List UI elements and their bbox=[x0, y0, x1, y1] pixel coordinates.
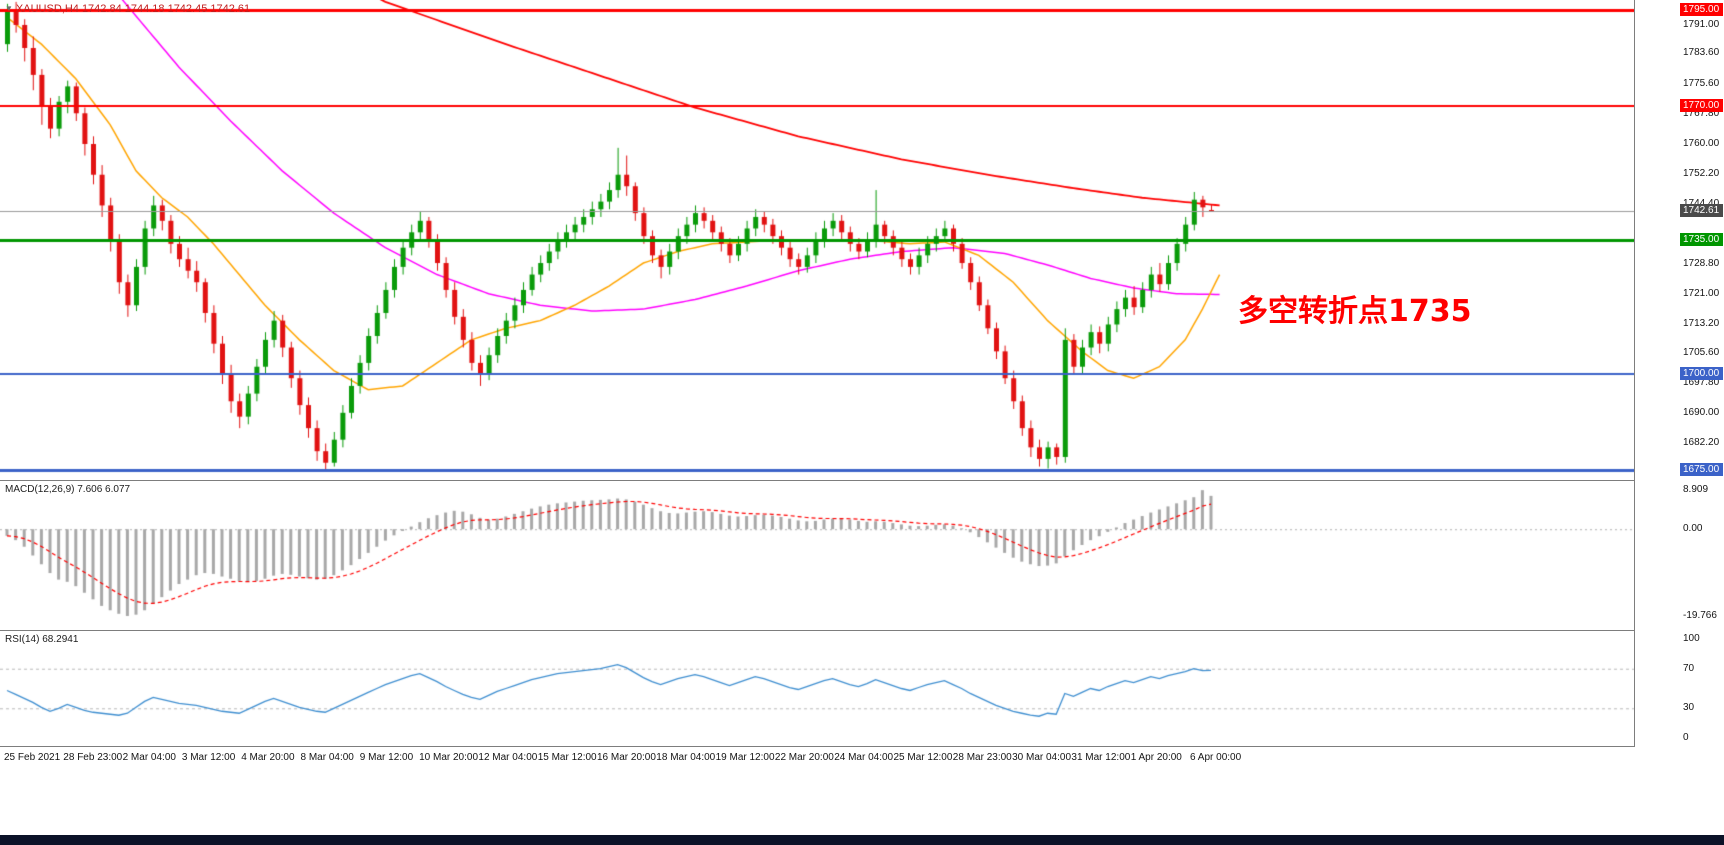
symbol-ohlc-text: XAUUSD,H4 1742.84 1744.18 1742.45 1742.6… bbox=[15, 3, 251, 15]
price-axis-label: 1721.00 bbox=[1683, 287, 1720, 299]
price-axis-label: 1705.60 bbox=[1683, 346, 1720, 358]
price-axis-label: 1752.20 bbox=[1683, 167, 1720, 179]
symbol-ohlc-label: ▼ XAUUSD,H4 1742.84 1744.18 1742.45 1742.… bbox=[5, 3, 250, 15]
time-axis-label: 24 Mar 04:00 bbox=[834, 752, 894, 763]
rsi-axis-label: 70 bbox=[1683, 662, 1695, 674]
macd-axis-label: 8.909 bbox=[1683, 484, 1709, 496]
bottom-whitespace bbox=[0, 769, 1724, 835]
one-click-expand-icon[interactable]: ▼ bbox=[5, 4, 13, 13]
price-axis-label: 1767.80 bbox=[1683, 108, 1720, 120]
time-axis-label: 8 Mar 04:00 bbox=[300, 752, 354, 763]
price-axis-label: 1682.20 bbox=[1683, 436, 1720, 448]
price-axis-label: 1760.00 bbox=[1683, 138, 1720, 149]
price-axis-label: 1690.00 bbox=[1683, 406, 1720, 418]
time-axis-label: 28 Mar 23:00 bbox=[952, 752, 1012, 763]
price-axis-label: 1775.60 bbox=[1683, 78, 1720, 90]
time-axis-label: 2 Mar 04:00 bbox=[122, 752, 176, 763]
price-level-badge: 1675.00 bbox=[1680, 463, 1723, 477]
rsi-axis-label: 30 bbox=[1683, 702, 1695, 714]
macd-label: MACD(12,26,9) 7.606 6.077 bbox=[5, 484, 131, 495]
time-axis-label: 22 Mar 20:00 bbox=[774, 752, 834, 763]
time-axis-label: 16 Mar 20:00 bbox=[597, 752, 656, 763]
macd-axis-label: 0.00 bbox=[1683, 523, 1703, 535]
time-axis-label: 18 Mar 04:00 bbox=[656, 752, 716, 763]
time-axis-label: 19 Mar 12:00 bbox=[715, 752, 775, 763]
main-chart-panel: ▼ XAUUSD,H4 1742.84 1744.18 1742.45 1742.… bbox=[0, 0, 1634, 481]
time-axis-label: 25 Feb 2021 bbox=[4, 752, 61, 763]
time-axis-label: 1 Apr 20:00 bbox=[1130, 752, 1182, 763]
annotation-text: 多空转折点1735 bbox=[1238, 294, 1472, 329]
time-axis-label: 9 Mar 12:00 bbox=[359, 752, 414, 763]
rsi-label: RSI(14) 68.2941 bbox=[5, 634, 79, 645]
time-axis-label: 6 Apr 00:00 bbox=[1190, 752, 1242, 763]
price-axis-label: 1713.20 bbox=[1683, 317, 1720, 329]
macd-axis-label: -19.766 bbox=[1683, 609, 1717, 621]
price-axis-label: 1728.80 bbox=[1683, 257, 1720, 269]
time-axis-label: 3 Mar 12:00 bbox=[181, 752, 236, 763]
time-axis-label: 31 Mar 12:00 bbox=[1071, 752, 1131, 763]
rsi-indicator-canvas[interactable] bbox=[0, 631, 1634, 746]
time-axis-label: 25 Mar 12:00 bbox=[893, 752, 953, 763]
price-level-badge: 1742.61 bbox=[1680, 203, 1723, 217]
price-level-badge: 1735.00 bbox=[1680, 233, 1723, 246]
price-level-badge: 1795.00 bbox=[1680, 2, 1723, 16]
price-axis-label: 1791.00 bbox=[1683, 18, 1720, 30]
price-chart-canvas[interactable] bbox=[0, 0, 1634, 480]
rsi-axis-label: 0 bbox=[1683, 732, 1689, 743]
price-axis-label: 1697.80 bbox=[1683, 376, 1720, 388]
price-level-badge: 1770.00 bbox=[1680, 98, 1723, 112]
price-axis[interactable]: 1791.00 1783.60 1775.60 1767.80 1760.00 1752.… bbox=[1634, 0, 1724, 747]
time-axis-label: 30 Mar 04:00 bbox=[1012, 752, 1072, 763]
price-axis-label: 1783.60 bbox=[1683, 47, 1720, 59]
taskbar[interactable] bbox=[0, 835, 1724, 845]
time-axis-label: 4 Mar 20:00 bbox=[241, 752, 295, 763]
time-axis-label: 10 Mar 20:00 bbox=[419, 752, 479, 763]
time-axis-label: 15 Mar 12:00 bbox=[537, 752, 597, 763]
rsi-axis-label: 100 bbox=[1683, 633, 1700, 644]
macd-indicator-canvas[interactable] bbox=[0, 481, 1634, 630]
macd-panel: MACD(12,26,9) 7.606 6.077 bbox=[0, 481, 1634, 631]
time-axis-label: 28 Feb 23:00 bbox=[63, 752, 123, 763]
time-axis[interactable]: 25 Feb 2021 28 Feb 23:00 2 Mar 04:00 3 Mar … bbox=[0, 747, 1724, 769]
price-level-badge: 1700.00 bbox=[1680, 367, 1723, 381]
rsi-panel: RSI(14) 68.2941 bbox=[0, 631, 1634, 747]
price-axis-label: 1744.40 bbox=[1683, 198, 1719, 210]
time-axis-label: 12 Mar 04:00 bbox=[478, 752, 538, 763]
